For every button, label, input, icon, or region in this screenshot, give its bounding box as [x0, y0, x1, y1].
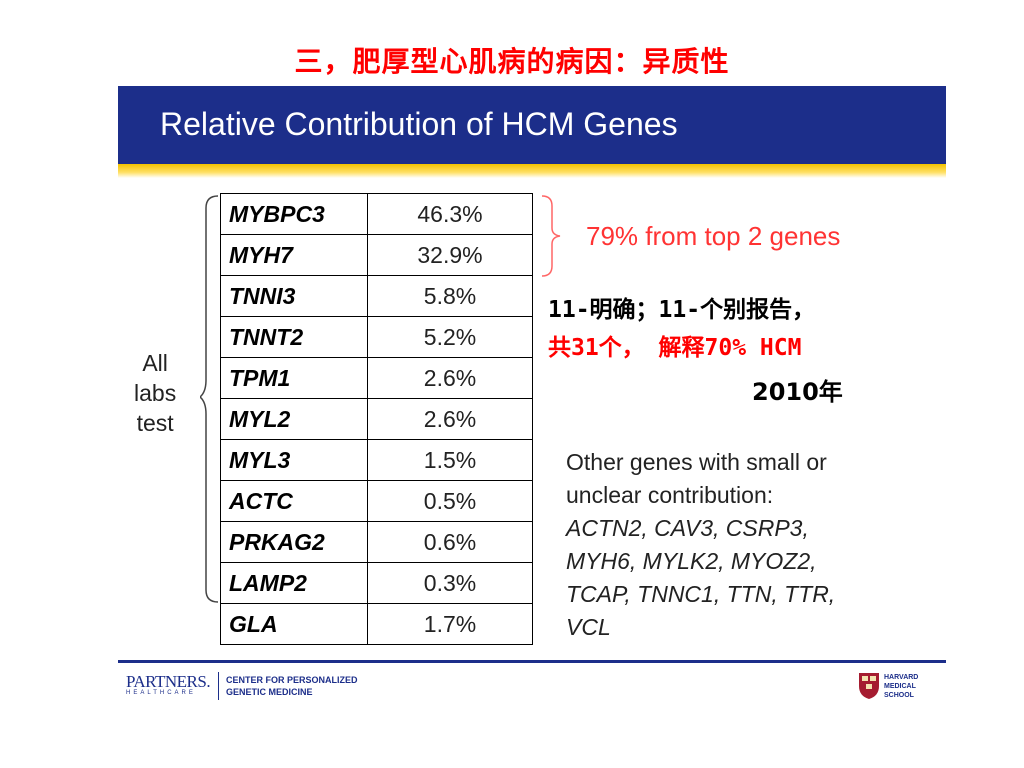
gene-table: MYBPC3 46.3% MYH7 32.9% TNNI3 5.8% TNNT2 5.2…	[220, 193, 533, 645]
table-row: TNNT2 5.2%	[220, 316, 533, 358]
gene-name: MYH7	[220, 234, 368, 276]
other-genes-line: TCAP, TNNC1, TTN, TTR,	[566, 581, 836, 607]
other-genes-line: VCL	[566, 614, 611, 640]
table-row: MYBPC3 46.3%	[220, 193, 533, 235]
gene-percent: 5.8%	[367, 275, 533, 317]
gene-percent: 0.3%	[367, 562, 533, 604]
other-genes-note: Other genes with small or unclear contri…	[566, 446, 936, 644]
gene-percent: 2.6%	[367, 357, 533, 399]
bracket-label: All labs test	[134, 348, 176, 438]
hms-text-line: MEDICAL	[884, 683, 916, 690]
page-title: 三，肥厚型心肌病的病因：异质性	[294, 45, 730, 78]
table-row: ACTC 0.5%	[220, 480, 533, 522]
table-row: MYL3 1.5%	[220, 439, 533, 481]
top2-note: 79% from top 2 genes	[586, 221, 841, 251]
gene-name: MYBPC3	[220, 193, 368, 235]
gene-name: LAMP2	[220, 562, 368, 604]
gene-percent: 0.6%	[367, 521, 533, 563]
gene-name: TNNT2	[220, 316, 368, 358]
harvard-shield-icon	[859, 673, 879, 699]
partners-logo-sub: HEALTHCARE	[126, 690, 196, 696]
table-row: GLA 1.7%	[220, 603, 533, 645]
bracket-label-line: All	[142, 350, 168, 376]
gene-name: TNNI3	[220, 275, 368, 317]
gene-percent: 0.5%	[367, 480, 533, 522]
table-row: PRKAG2 0.6%	[220, 521, 533, 563]
slide-footer: PARTNERS. HEALTHCARE CENTER FOR PERSONAL…	[118, 660, 946, 706]
hms-text: HARVARD MEDICAL SCHOOL	[884, 673, 918, 700]
gold-stripe	[118, 164, 946, 178]
footer-stripe	[118, 660, 946, 663]
cn-year: 2010年	[752, 378, 843, 406]
slide-header: Relative Contribution of HCM Genes	[118, 86, 946, 178]
bracket-label-line: labs	[134, 380, 177, 406]
gene-percent: 1.5%	[367, 439, 533, 481]
center-name-line: GENETIC MEDICINE	[226, 687, 313, 697]
other-intro-line: Other genes with small or	[566, 449, 827, 475]
table-row: LAMP2 0.3%	[220, 562, 533, 604]
center-name: CENTER FOR PERSONALIZED GENETIC MEDICINE	[226, 674, 358, 698]
hms-text-line: SCHOOL	[884, 692, 914, 699]
hms-logo: HARVARD MEDICAL SCHOOL	[858, 672, 938, 702]
gene-name: PRKAG2	[220, 521, 368, 563]
gene-name: MYL2	[220, 398, 368, 440]
right-brace-icon	[541, 195, 561, 277]
left-brace-icon	[200, 195, 219, 603]
partners-logo-text: PARTNERS.	[126, 672, 211, 691]
cn-note: 11-明确；11-个别报告， 共31个， 解释70% HCM	[548, 291, 815, 367]
table-row: MYL2 2.6%	[220, 398, 533, 440]
cn-note-line: 共31个， 解释70% HCM	[548, 335, 802, 361]
table-row: TPM1 2.6%	[220, 357, 533, 399]
footer-divider	[218, 672, 219, 700]
cn-note-line: 11-明确；11-个别报告，	[548, 297, 816, 323]
gene-name: ACTC	[220, 480, 368, 522]
gene-percent: 2.6%	[367, 398, 533, 440]
gene-percent: 5.2%	[367, 316, 533, 358]
gene-name: GLA	[220, 603, 368, 645]
slide-title: Relative Contribution of HCM Genes	[160, 106, 678, 142]
slide: Relative Contribution of HCM Genes All l…	[118, 86, 946, 706]
table-row: MYH7 32.9%	[220, 234, 533, 276]
gene-percent: 32.9%	[367, 234, 533, 276]
gene-percent: 1.7%	[367, 603, 533, 645]
gene-name: TPM1	[220, 357, 368, 399]
partners-logo: PARTNERS. HEALTHCARE	[126, 672, 211, 696]
gene-name: MYL3	[220, 439, 368, 481]
bracket-label-line: test	[136, 410, 174, 436]
hms-text-line: HARVARD	[884, 674, 919, 681]
center-name-line: CENTER FOR PERSONALIZED	[226, 675, 358, 685]
other-intro-line: unclear contribution:	[566, 482, 774, 508]
table-row: TNNI3 5.8%	[220, 275, 533, 317]
gene-percent: 46.3%	[367, 193, 533, 235]
other-genes-line: ACTN2, CAV3, CSRP3,	[566, 515, 809, 541]
other-genes-line: MYH6, MYLK2, MYOZ2,	[566, 548, 817, 574]
